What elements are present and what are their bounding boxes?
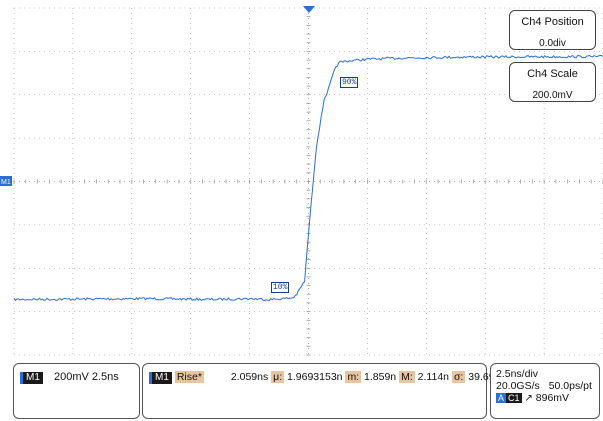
measure-tag: M1 [149, 372, 172, 384]
resolution: 50.0ps/pt [548, 380, 592, 392]
graticule [13, 7, 603, 356]
marker-10-percent: 10% [271, 282, 290, 293]
channel-settings: 200mV 2.5ns [53, 371, 119, 383]
min-label: m: [345, 371, 362, 383]
max-value: 2.114n [417, 371, 450, 383]
ch4-position-value: 0.0div [539, 38, 566, 49]
measurement-readout[interactable]: M1 Rise* 2.059ns μ: 1.9693153n m: 1.859n… [142, 363, 500, 419]
ch4-scale-value: 200.0mV [532, 90, 573, 101]
channel-tag: M1 [20, 372, 43, 384]
trigger-level: 896mV [535, 392, 570, 404]
ch4-position-title: Ch4 Position [521, 16, 584, 28]
sample-rate: 20.0GS/s [496, 380, 540, 392]
m1-reference-label: M1 [1, 179, 11, 186]
trigger-source: C1 [506, 393, 522, 403]
channel-readout[interactable]: M1 200mV 2.5ns [13, 363, 140, 419]
waveform-trace [13, 54, 603, 302]
trigger-position-marker-icon[interactable] [303, 6, 315, 13]
min-value: 1.859n [364, 371, 397, 383]
marker-90-percent: 90% [340, 77, 359, 88]
measure-value: 2.059ns [230, 371, 269, 383]
mean-label: μ: [271, 371, 285, 383]
marker-90-label: 90% [340, 77, 359, 88]
ch4-scale-control[interactable]: Ch4 Scale 200.0mV [509, 62, 596, 102]
m1-reference-marker[interactable]: M1 [0, 176, 12, 186]
measure-name: Rise* [174, 371, 204, 383]
rising-edge-icon: ↗ [524, 393, 533, 404]
marker-10-label: 10% [271, 282, 290, 293]
max-label: M: [399, 371, 415, 383]
ch4-scale-title: Ch4 Scale [527, 68, 578, 80]
stddev-label: σ: [451, 371, 466, 383]
trigger-mode: A [496, 393, 507, 403]
ch4-position-control[interactable]: Ch4 Position 0.0div [509, 10, 596, 50]
time-per-div: 2.5ns/div [496, 368, 539, 380]
timebase-readout[interactable]: 2.5ns/div 20.0GS/s 50.0ps/pt A C1 ↗ 896mV [490, 363, 600, 419]
mean-value: 1.9693153n [287, 371, 343, 383]
